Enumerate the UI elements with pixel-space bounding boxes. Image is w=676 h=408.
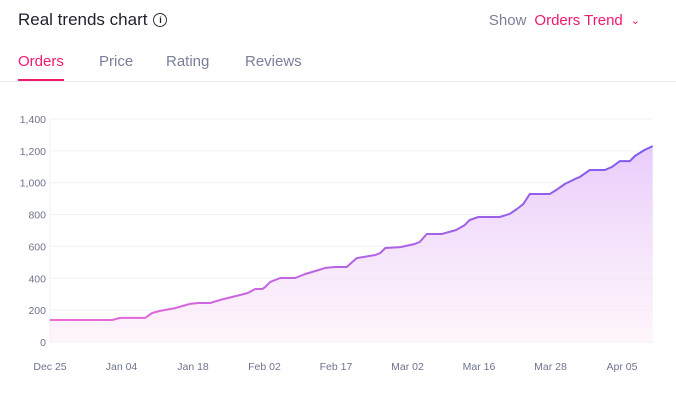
tab-orders[interactable]: Orders	[18, 53, 64, 81]
show-selector: Show Orders Trend ⌄	[489, 12, 640, 29]
tab-reviews[interactable]: Reviews	[245, 53, 302, 70]
show-label: Show	[488, 12, 527, 29]
x-tick-label: Feb 02	[248, 361, 281, 373]
tab-price[interactable]: Price	[99, 53, 134, 70]
y-tick-label: 0	[40, 337, 46, 349]
tab-bar: Orders Price Rating Reviews	[0, 50, 676, 82]
x-tick-label: Mar 16	[463, 361, 496, 373]
info-icon[interactable]: i	[153, 13, 168, 27]
x-tick-label: Dec 25	[33, 361, 66, 373]
orders-series-line	[50, 145, 654, 321]
x-tick-label: Mar 02	[391, 361, 424, 373]
y-tick-label: 600	[28, 241, 46, 253]
y-tick-label: 800	[28, 210, 46, 222]
chevron-down-icon[interactable]: ⌄	[630, 15, 640, 27]
x-tick-label: Jan 18	[177, 361, 209, 373]
y-tick-label: 400	[28, 273, 46, 285]
title-text: Real trends chart	[18, 10, 148, 29]
show-dropdown[interactable]: Orders Trend	[534, 12, 623, 29]
y-tick-label: 1,000	[20, 178, 46, 190]
y-tick-label: 1,200	[20, 146, 46, 158]
y-tick-label: 1,400	[20, 114, 46, 126]
x-tick-label: Jan 04	[106, 361, 138, 373]
card-title: Real trends chart i	[18, 10, 168, 30]
x-tick-label: Feb 17	[320, 361, 353, 373]
x-tick-label: Apr 05	[607, 361, 638, 373]
y-tick-label: 200	[28, 305, 46, 317]
x-tick-label: Mar 28	[534, 361, 567, 373]
area-fill	[50, 146, 653, 342]
tab-rating[interactable]: Rating	[166, 53, 210, 70]
